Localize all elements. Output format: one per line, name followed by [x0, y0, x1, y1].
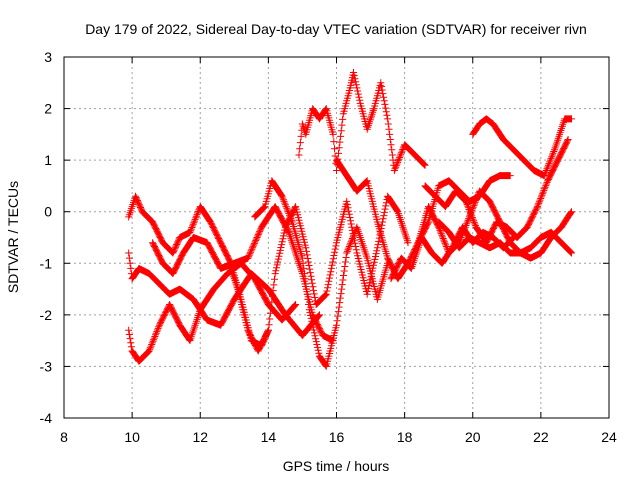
- point-markers: [149, 203, 337, 345]
- plot-border: [63, 56, 610, 419]
- data-points: [125, 69, 575, 370]
- x-tick-labels: 8 10 12 14 16 18 20 22 24: [60, 429, 617, 445]
- axis-ticks: [63, 56, 610, 419]
- y-tick-label: -3: [40, 358, 53, 374]
- x-tick-label: 18: [397, 429, 413, 445]
- y-tick-label: 0: [44, 204, 52, 220]
- x-axis-label: GPS time / hours: [283, 458, 390, 474]
- point-markers: [251, 177, 392, 370]
- x-tick-label: 12: [192, 429, 208, 445]
- chart-title: Day 179 of 2022, Sidereal Day-to-day VTE…: [85, 21, 587, 37]
- y-tick-label: -2: [40, 307, 53, 323]
- y-tick-label: -1: [40, 255, 53, 271]
- x-tick-label: 24: [601, 429, 617, 445]
- x-tick-label: 16: [329, 429, 345, 445]
- y-tick-label: 3: [44, 49, 52, 65]
- y-tick-label: 1: [44, 152, 52, 168]
- point-markers: [469, 115, 575, 180]
- x-tick-label: 14: [261, 429, 277, 445]
- x-tick-label: 8: [60, 429, 68, 445]
- point-markers: [435, 208, 575, 262]
- y-tick-label: 2: [44, 101, 52, 117]
- x-tick-label: 20: [465, 429, 481, 445]
- y-tick-labels: -4 -3 -2 -1 0 1 2 3: [40, 49, 53, 426]
- series-track-7: [295, 69, 429, 174]
- x-tick-label: 10: [124, 429, 140, 445]
- y-axis-label: SDTVAR / TECUs: [5, 181, 21, 293]
- series-track-4: [149, 203, 337, 345]
- point-markers: [421, 136, 572, 247]
- y-tick-label: -4: [40, 410, 53, 426]
- series-track-6: [251, 177, 392, 370]
- point-markers: [295, 69, 429, 174]
- x-tick-label: 22: [533, 429, 549, 445]
- series-track-3: [125, 249, 323, 339]
- series-track-13: [421, 136, 572, 247]
- series-track-11: [435, 208, 575, 262]
- series-track-12: [469, 115, 575, 180]
- point-markers: [125, 249, 323, 339]
